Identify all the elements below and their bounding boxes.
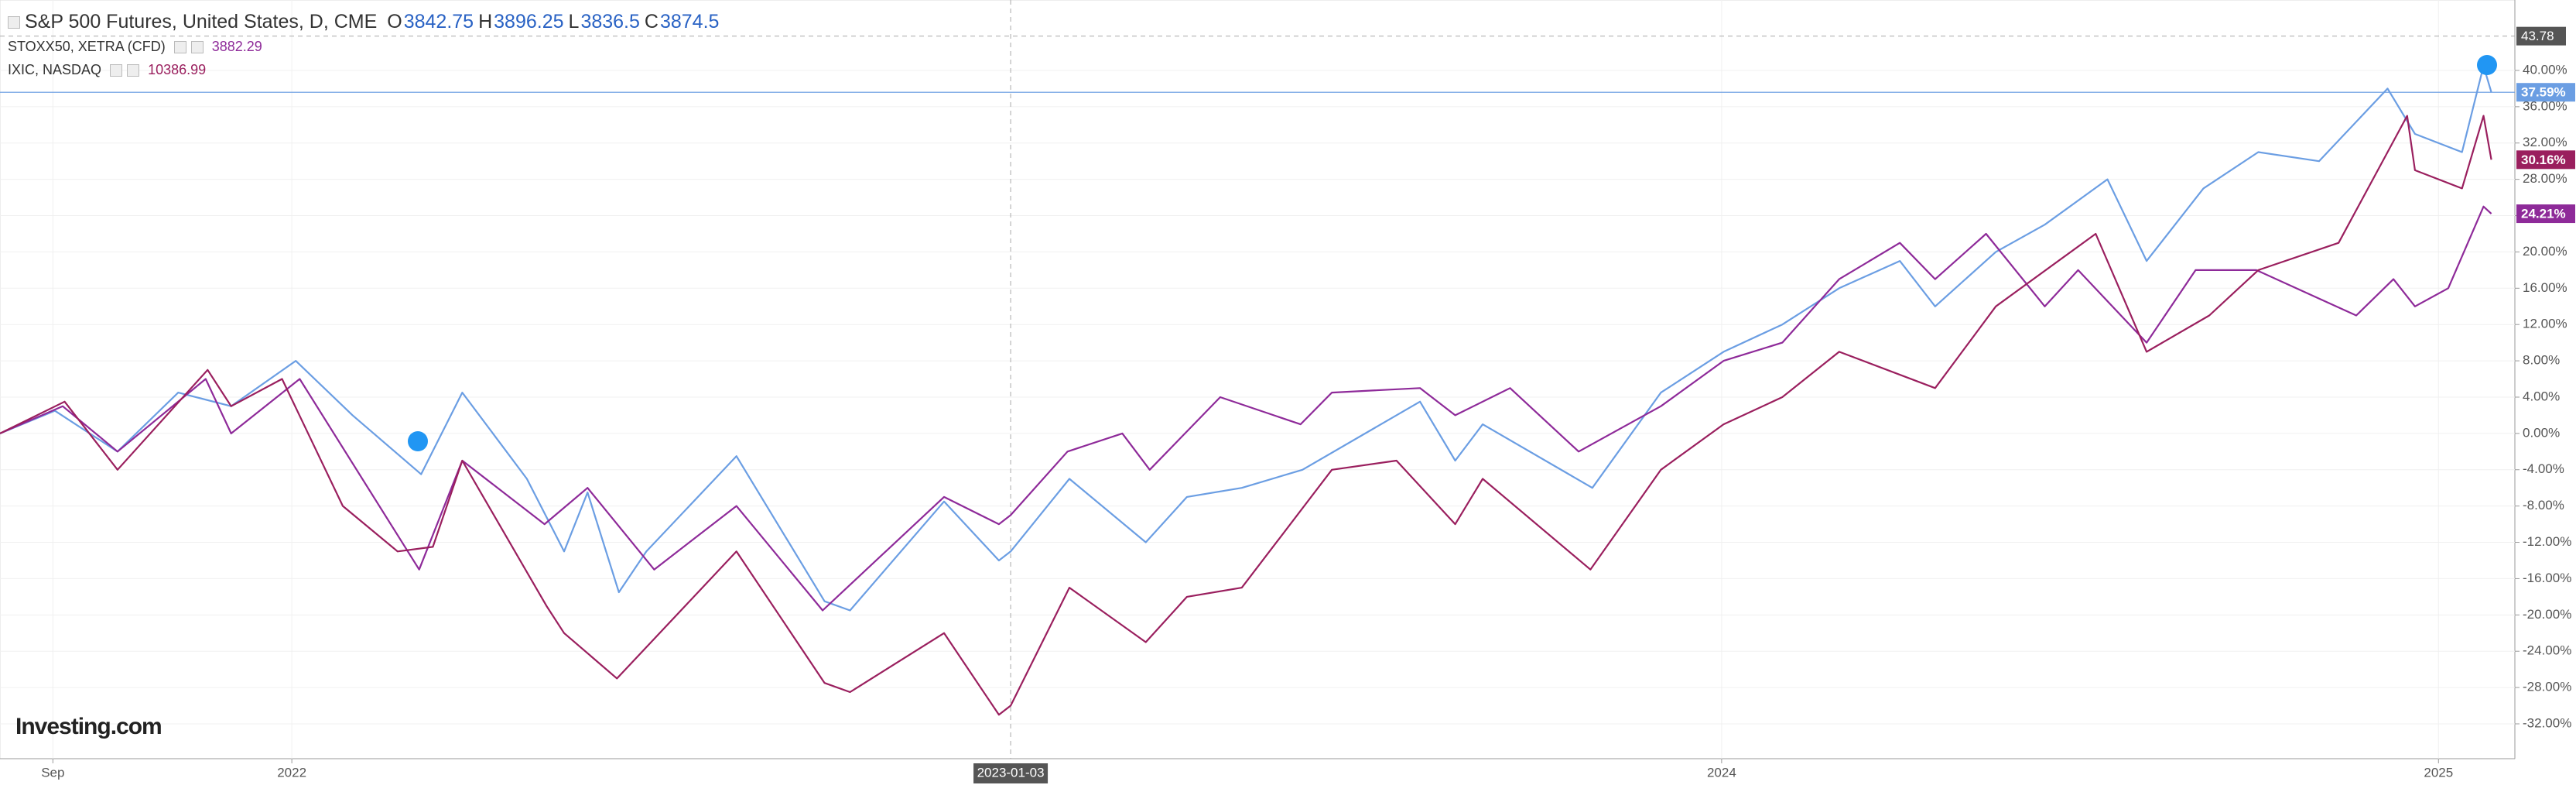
event-marker	[2477, 55, 2497, 75]
icon	[173, 41, 186, 54]
x-tick-label: 2024	[1707, 765, 1736, 780]
y-tick-label: 20.00%	[2523, 244, 2567, 259]
main-series-header: S&P 500 Futures, United States, D, CME O…	[8, 11, 724, 33]
y-tick-label: 12.00%	[2523, 317, 2567, 331]
series-name: S&P 500 Futures, United States, D, CME	[25, 11, 378, 33]
series-line	[0, 65, 2492, 612]
plot-frame	[0, 0, 2516, 759]
ohlc-key: H	[478, 11, 493, 33]
y-tick-label: -12.00%	[2523, 534, 2571, 549]
icon	[127, 64, 140, 77]
last-value-label: 24.21%	[2521, 207, 2566, 221]
y-tick-label: -16.00%	[2523, 571, 2571, 585]
y-tick-label: 28.00%	[2523, 171, 2567, 186]
y-tick-label: -4.00%	[2523, 461, 2564, 476]
ohlc-value: 3842.75	[403, 11, 474, 33]
y-tick-label: 32.00%	[2523, 135, 2567, 149]
x-tick-label: 2022	[277, 765, 306, 780]
y-tick-label: 8.00%	[2523, 353, 2560, 368]
ohlc-value: 3896.25	[494, 11, 564, 33]
y-tick-label: 4.00%	[2523, 389, 2560, 403]
series-header: IXIC, NASDAQ 10386.99	[8, 62, 210, 78]
icon	[110, 64, 123, 77]
y-tick-label: -8.00%	[2523, 498, 2564, 512]
last-value-badge	[2516, 150, 2575, 170]
y-tick-label: -32.00%	[2523, 715, 2571, 730]
crosshair-y-label: 43.78	[2521, 29, 2554, 43]
crosshair-x-label: 2023-01-03	[977, 765, 1045, 780]
ohlc-key: C	[644, 11, 659, 33]
series-name: STOXX50, XETRA (CFD)	[8, 39, 166, 54]
series-header: STOXX50, XETRA (CFD) 3882.29	[8, 39, 267, 55]
y-tick-label: -24.00%	[2523, 643, 2571, 658]
y-tick-label: 36.00%	[2523, 98, 2567, 113]
x-tick-label: Sep	[41, 765, 64, 780]
series-line	[0, 115, 2492, 716]
ohlc-value: 3836.5	[580, 11, 640, 33]
y-tick-label: -20.00%	[2523, 607, 2571, 622]
y-tick-label: -28.00%	[2523, 680, 2571, 694]
x-tick-label: 2025	[2424, 765, 2453, 780]
y-tick-label: 40.00%	[2523, 62, 2567, 77]
series-quote: 3882.29	[211, 39, 262, 54]
series-quote: 10386.99	[148, 62, 207, 77]
series-line	[0, 205, 2492, 612]
logo: Investing.com	[15, 714, 162, 739]
y-tick-label: 0.00%	[2523, 425, 2560, 440]
y-tick-label: 16.00%	[2523, 280, 2567, 295]
ohlc-key: O	[387, 11, 402, 33]
last-value-badge	[2516, 83, 2575, 102]
event-marker	[408, 431, 428, 451]
series-name: IXIC, NASDAQ	[8, 62, 102, 77]
ohlc-key: L	[568, 11, 580, 33]
last-value-badge	[2516, 204, 2575, 224]
ohlc-value: 3874.5	[659, 11, 720, 33]
crosshair-x-badge	[973, 763, 1049, 783]
icon	[190, 41, 204, 54]
icon	[8, 16, 20, 29]
crosshair-y-badge	[2516, 26, 2566, 46]
last-value-label: 30.16%	[2521, 153, 2566, 167]
last-value-label: 37.59%	[2521, 85, 2566, 100]
